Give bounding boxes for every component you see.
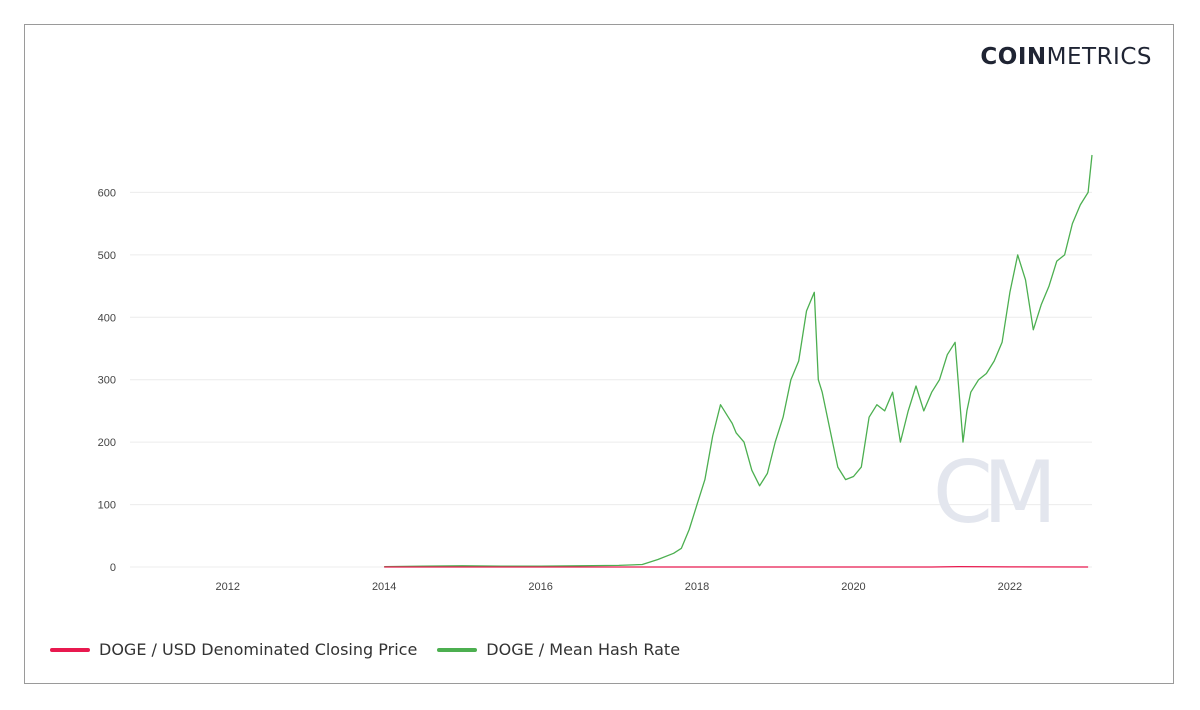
cm-watermark: CM: [933, 443, 1059, 543]
y-tick-label: 0: [110, 562, 116, 574]
x-tick-label: 2016: [528, 581, 552, 593]
y-tick-label: 400: [98, 312, 116, 324]
y-tick-label: 300: [98, 375, 116, 387]
x-tick-label: 2014: [372, 581, 396, 593]
y-tick-label: 600: [98, 187, 116, 199]
watermark-text: CM: [933, 443, 1049, 543]
x-tick-label: 2018: [685, 581, 709, 593]
legend-label-hash-rate: DOGE / Mean Hash Rate: [486, 640, 681, 659]
legend-label-price: DOGE / USD Denominated Closing Price: [99, 640, 418, 659]
logo-part-coin: COIN: [980, 44, 1047, 70]
coinmetrics-logo: COINMETRICS: [980, 44, 1152, 70]
x-tick-label: 2020: [841, 581, 865, 593]
legend-swatch-hash-rate: [437, 647, 478, 652]
x-tick-label: 2022: [998, 581, 1022, 593]
y-axis-ticks: 0 100 200 300 400 500 600: [98, 187, 116, 574]
chart-frame: [24, 24, 1174, 684]
legend: DOGE / USD Denominated Closing Price DOG…: [50, 640, 700, 659]
legend-swatch-price: [50, 647, 90, 652]
logo-part-metrics: METRICS: [1046, 44, 1152, 70]
hash-rate-line: [384, 154, 1093, 568]
x-tick-label: 2012: [216, 581, 240, 593]
y-tick-label: 100: [98, 500, 116, 512]
series-lines: [384, 154, 1093, 568]
legend-item-price[interactable]: DOGE / USD Denominated Closing Price: [50, 640, 417, 659]
legend-item-hash-rate[interactable]: DOGE / Mean Hash Rate: [437, 640, 680, 659]
y-tick-label: 500: [98, 250, 116, 262]
x-axis-ticks: 2012 2014 2016 2018 2020 2022: [216, 581, 1023, 593]
y-tick-label: 200: [98, 437, 116, 449]
